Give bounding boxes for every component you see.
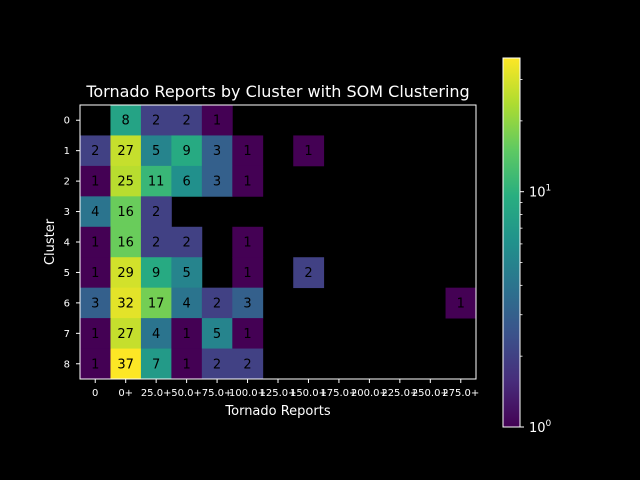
colorbar-ticks: 100 101 [520,79,552,436]
cell-value-label: 4 [152,327,160,342]
colorbar-tick-label: 100 [529,419,552,436]
x-tick-label: 0+ [118,388,133,399]
cell-value-label: 2 [182,114,190,129]
cell-value-label: 1 [243,266,251,281]
cell-value-label: 3 [243,296,251,311]
x-tick-label: 0 [92,388,98,399]
y-tick-label: 6 [64,298,70,309]
cell-value-label: 8 [122,114,130,129]
cell-value-label: 5 [182,266,190,281]
cell-value-label: 9 [182,144,190,159]
cell-value-label: 25 [117,175,134,190]
cell-value-label: 1 [213,114,221,129]
colorbar-tick-label: 101 [529,184,551,201]
cell-value-label: 1 [182,357,190,372]
cell-value-label: 2 [152,114,160,129]
cell-value-label: 2 [91,144,99,159]
cell-value-label: 1 [91,327,99,342]
cell-value-label: 16 [117,236,134,251]
cell-value-label: 29 [117,266,134,281]
colorbar [503,58,520,427]
cell-value-label: 1 [243,144,251,159]
x-tick-label: 25.0+ [141,388,172,399]
cell-value-label: 32 [117,296,134,311]
cell-value-label: 5 [213,327,221,342]
y-tick-label: 8 [64,359,70,370]
cell-value-label: 3 [213,175,221,190]
cell-value-label: 1 [91,266,99,281]
cell-value-label: 1 [304,144,312,159]
x-tick-label: 75.0+ [202,388,233,399]
cell-value-label: 2 [152,236,160,251]
chart-title: Tornado Reports by Cluster with SOM Clus… [85,82,469,101]
cell-value-label: 2 [304,266,312,281]
cell-value-label: 2 [213,296,221,311]
cell-value-label: 1 [243,327,251,342]
cell-value-label: 16 [117,205,134,220]
y-tick-label: 3 [64,207,70,218]
cell-value-label: 6 [182,175,190,190]
x-tick-label: 50.0+ [171,388,202,399]
y-tick-label: 7 [64,329,70,340]
cell-value-label: 7 [152,357,160,372]
cell-value-label: 4 [182,296,190,311]
y-tick-label: 1 [64,146,70,157]
cell-value-label: 1 [91,236,99,251]
y-tick-label: 4 [64,238,70,249]
cell-value-label: 1 [182,327,190,342]
cell-value-label: 1 [91,175,99,190]
cell-value-label: 1 [243,175,251,190]
cell-value-label: 2 [182,236,190,251]
x-tick-label: 275.0+ [442,388,479,399]
cell-value-label: 27 [117,327,134,342]
cell-value-label: 1 [91,357,99,372]
cell-value-label: 2 [243,357,251,372]
y-axis-label: Cluster [43,218,58,265]
cell-value-label: 9 [152,266,160,281]
x-axis-label: Tornado Reports [224,404,330,419]
y-tick-label: 5 [64,268,70,279]
y-tick-label: 0 [64,116,70,127]
cell-value-label: 1 [457,296,465,311]
cell-value-label: 27 [117,144,134,159]
y-tick-label: 2 [64,177,70,188]
cell-value-label: 17 [148,296,165,311]
cell-value-label: 3 [213,144,221,159]
cell-value-label: 4 [91,205,99,220]
cell-value-label: 3 [91,296,99,311]
heatmap-cells: 8 2 2 12 27 5 9 3 1 11 25 11 6 3 14 16 21 16 2 2 11 29 9 5 1 23 32… [80,105,476,379]
cell-value-label: 2 [152,205,160,220]
cell-value-label: 1 [243,236,251,251]
cell-value-label: 5 [152,144,160,159]
cell-value-label: 11 [148,175,165,190]
cell-value-label: 37 [117,357,134,372]
cell-value-label: 2 [213,357,221,372]
